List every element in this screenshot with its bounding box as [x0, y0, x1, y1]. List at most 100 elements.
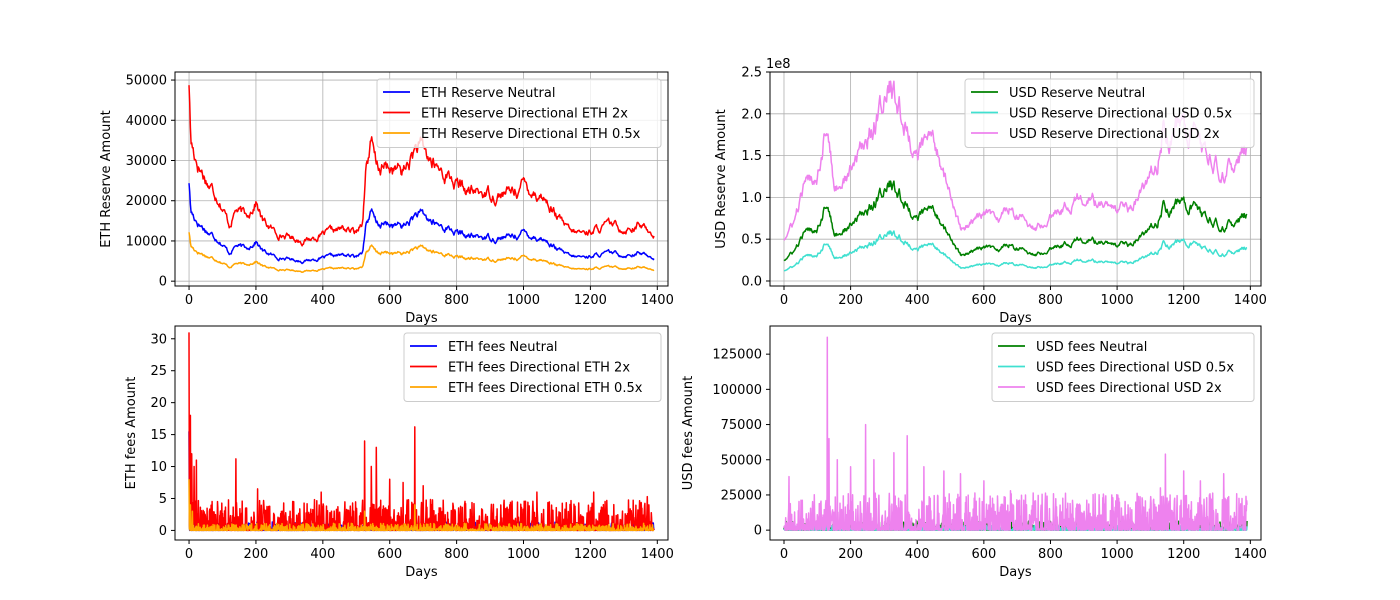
x-tick-label: 1400 [1234, 293, 1267, 308]
legend-entry: USD fees Neutral [1036, 340, 1147, 355]
series-line-neutral-usd [783, 180, 1248, 262]
legend-entry: ETH Reserve Directional ETH 0.5x [421, 127, 641, 142]
y-tick-label: 25 [150, 364, 167, 379]
x-axis-label: Days [405, 565, 438, 580]
legend-entry: ETH fees Neutral [448, 340, 558, 355]
x-tick-label: 0 [185, 293, 193, 308]
y-tick-label: 50000 [721, 453, 762, 468]
legend: USD fees Neutral USD fees Directional USD… [991, 332, 1255, 402]
y-tick-label: 25000 [721, 488, 762, 503]
eth-reserve-panel: 0 200 400 600 800 1000 1200 1400 0 10000 20000 3000… [99, 71, 674, 326]
y-tick-label: 15 [150, 428, 167, 443]
x-tick-label: 400 [310, 293, 335, 308]
y-tick-label: 30 [150, 332, 167, 347]
legend-entry: ETH Reserve Neutral [421, 86, 555, 101]
x-tick-label: 1200 [1167, 293, 1200, 308]
y-tick-label: 40000 [126, 114, 167, 129]
x-tick-label: 0 [780, 293, 788, 308]
axes-frame [769, 325, 1262, 541]
axes-frame [769, 71, 1262, 287]
x-tick-label: 200 [838, 293, 863, 308]
y-axis-label: USD Reserve Amount [714, 109, 729, 248]
y-tick-label: 50000 [126, 74, 167, 89]
y-axis-label: ETH fees Amount [124, 377, 139, 490]
legend-entry: USD fees Directional USD 0.5x [1036, 361, 1234, 376]
x-axis-label: Days [999, 565, 1032, 580]
legend: ETH fees Neutral ETH fees Directional ETH… [403, 332, 662, 402]
series-lines [188, 332, 655, 532]
legend-entry: ETH fees Directional ETH 0.5x [448, 381, 643, 396]
y-tick-label: 0.0 [741, 274, 762, 289]
x-tick-label: 1000 [507, 547, 540, 562]
legend-entry: USD Reserve Neutral [1009, 86, 1145, 101]
x-tick-label: 1200 [574, 547, 607, 562]
x-tick-label: 1000 [1101, 547, 1134, 562]
y-axis-label: USD fees Amount [681, 376, 696, 490]
series-line-neutral-eth [188, 183, 655, 265]
y-tick-label: 0 [754, 524, 762, 539]
x-tick-label: 1400 [641, 293, 674, 308]
series-line-directional-usd-05x [783, 230, 1248, 272]
x-tick-label: 800 [1038, 547, 1063, 562]
x-tick-label: 800 [1038, 293, 1063, 308]
legend-entry: ETH Reserve Directional ETH 2x [421, 107, 628, 122]
x-tick-label: 800 [444, 293, 469, 308]
x-tick-label: 600 [971, 293, 996, 308]
x-tick-label: 800 [444, 547, 469, 562]
x-axis-label: Days [405, 311, 438, 326]
x-axis-label: Days [999, 311, 1032, 326]
x-tick-label: 200 [244, 547, 269, 562]
eth-fees-panel: 0 200 400 600 800 1000 1200 1400 0 5 10 15 20 25 30 Day… [124, 325, 674, 580]
y-tick-label: 0 [159, 524, 167, 539]
legend: USD Reserve Neutral USD Reserve Direction… [964, 78, 1255, 148]
y-tick-label: 100000 [712, 383, 762, 398]
usd-fees-panel: 0 200 400 600 800 1000 1200 1400 0 25000 50000 7500… [681, 325, 1267, 580]
legend-entry: USD Reserve Directional USD 2x [1009, 127, 1220, 142]
axes-frame [174, 325, 669, 541]
x-tick-label: 200 [838, 547, 863, 562]
legend-box [991, 332, 1255, 402]
legend-entry: USD Reserve Directional USD 0.5x [1009, 107, 1232, 122]
y-tick-label: 10000 [126, 234, 167, 249]
legend-box [403, 332, 662, 402]
x-tick-label: 400 [905, 293, 930, 308]
x-tick-label: 400 [905, 547, 930, 562]
y-axis-label: ETH Reserve Amount [99, 110, 114, 248]
y-tick-label: 0 [159, 275, 167, 290]
x-tick-label: 600 [377, 293, 402, 308]
y-tick-label: 2.0 [741, 107, 762, 122]
y-tick-label: 20000 [126, 194, 167, 209]
legend-box [376, 78, 662, 148]
axes-frame [174, 71, 669, 287]
legend-box [964, 78, 1255, 148]
x-tick-label: 1200 [574, 293, 607, 308]
axis-offset-text: 1e8 [766, 57, 791, 72]
x-tick-label: 1000 [507, 293, 540, 308]
series-line-directional-eth-05x [188, 479, 655, 532]
legend: ETH Reserve Neutral ETH Reserve Direction… [376, 78, 662, 148]
x-tick-label: 1200 [1167, 547, 1200, 562]
legend-entry: ETH fees Directional ETH 2x [448, 361, 630, 376]
y-tick-label: 10 [150, 460, 167, 475]
y-tick-label: 20 [150, 396, 167, 411]
x-tick-label: 1400 [641, 547, 674, 562]
y-tick-label: 5 [159, 492, 167, 507]
y-tick-label: 1.0 [741, 191, 762, 206]
x-tick-label: 1400 [1234, 547, 1267, 562]
series-lines [783, 336, 1248, 531]
x-tick-label: 1000 [1101, 293, 1134, 308]
y-tick-label: 2.5 [741, 66, 762, 81]
y-tick-label: 30000 [126, 154, 167, 169]
y-tick-label: 125000 [712, 348, 762, 363]
x-tick-label: 400 [310, 547, 335, 562]
y-tick-label: 75000 [721, 418, 762, 433]
legend-entry: USD fees Directional USD 2x [1036, 381, 1222, 396]
series-line-directional-usd-2x [783, 336, 1248, 531]
y-tick-label: 1.5 [741, 149, 762, 164]
x-tick-label: 600 [971, 547, 996, 562]
x-tick-label: 600 [377, 547, 402, 562]
x-tick-label: 0 [780, 547, 788, 562]
y-tick-label: 0.5 [741, 233, 762, 248]
usd-reserve-panel: 0 200 400 600 800 1000 1200 1400 0.0 0.5 1.0 1.5 2.0… [714, 57, 1267, 326]
